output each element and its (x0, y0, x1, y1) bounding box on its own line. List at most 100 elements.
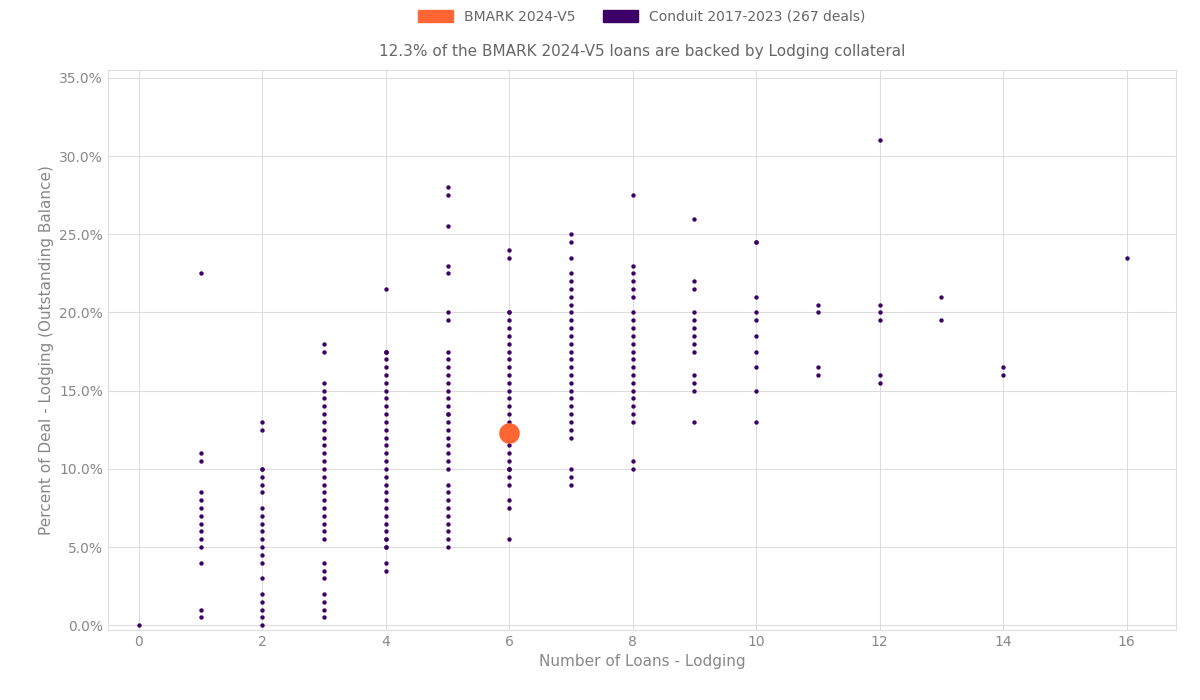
Point (685, 213, 704, 224)
Point (623, 330, 642, 342)
Point (253, 518, 272, 529)
Point (499, 495, 518, 506)
Point (191, 612, 210, 623)
Point (314, 533, 334, 545)
Point (253, 589, 272, 600)
Point (314, 589, 334, 600)
Point (377, 400, 396, 412)
Point (562, 400, 581, 412)
Point (377, 409, 396, 420)
Point (438, 377, 457, 388)
Point (499, 377, 518, 388)
Point (377, 354, 396, 365)
Point (562, 276, 581, 287)
Point (623, 385, 642, 396)
Point (253, 604, 272, 615)
Point (377, 533, 396, 545)
Point (377, 377, 396, 388)
Point (314, 471, 334, 482)
Point (746, 237, 766, 248)
Point (253, 620, 272, 631)
Point (314, 346, 334, 357)
Point (191, 533, 210, 545)
Point (314, 463, 334, 475)
Point (499, 307, 518, 318)
Point (314, 565, 334, 576)
Point (623, 276, 642, 287)
Point (438, 182, 457, 193)
Point (253, 486, 272, 498)
Title: 12.3% of the BMARK 2024-V5 loans are backed by Lodging collateral: 12.3% of the BMARK 2024-V5 loans are bac… (379, 44, 905, 59)
Point (438, 400, 457, 412)
Point (562, 393, 581, 404)
Point (1117, 252, 1136, 263)
Point (191, 526, 210, 537)
Point (623, 463, 642, 475)
Point (499, 370, 518, 381)
Point (499, 463, 518, 475)
Point (746, 291, 766, 302)
Point (623, 354, 642, 365)
Point (253, 612, 272, 623)
Point (623, 370, 642, 381)
Point (438, 370, 457, 381)
Point (438, 486, 457, 498)
Point (438, 362, 457, 373)
Point (191, 557, 210, 568)
Point (685, 377, 704, 388)
Point (746, 330, 766, 342)
Point (253, 463, 272, 475)
Point (499, 354, 518, 365)
Point (377, 456, 396, 467)
Point (870, 299, 889, 310)
Point (438, 354, 457, 365)
Point (438, 542, 457, 553)
Point (562, 377, 581, 388)
Point (623, 400, 642, 412)
Point (562, 268, 581, 279)
Point (314, 573, 334, 584)
Point (499, 362, 518, 373)
Point (253, 471, 272, 482)
Point (377, 510, 396, 522)
Point (562, 416, 581, 428)
Point (685, 315, 704, 326)
Point (377, 518, 396, 529)
Point (253, 479, 272, 490)
Point (685, 338, 704, 349)
Point (499, 432, 518, 443)
Point (377, 385, 396, 396)
Point (746, 237, 766, 248)
Point (562, 479, 581, 490)
Point (377, 471, 396, 482)
Point (499, 463, 518, 475)
Point (746, 385, 766, 396)
X-axis label: Number of Loans - Lodging: Number of Loans - Lodging (539, 654, 745, 669)
Point (809, 370, 828, 381)
Point (314, 479, 334, 490)
Point (191, 268, 210, 279)
Point (314, 385, 334, 396)
Point (314, 338, 334, 349)
Point (685, 323, 704, 334)
Point (377, 346, 396, 357)
Point (623, 409, 642, 420)
Point (438, 526, 457, 537)
Point (314, 604, 334, 615)
Point (870, 315, 889, 326)
Point (253, 573, 272, 584)
Point (191, 495, 210, 506)
Point (746, 346, 766, 357)
Point (994, 370, 1013, 381)
Point (499, 416, 518, 428)
Point (438, 268, 457, 279)
Point (809, 307, 828, 318)
Point (438, 190, 457, 201)
Point (499, 385, 518, 396)
Point (438, 346, 457, 357)
Point (499, 533, 518, 545)
Point (623, 346, 642, 357)
Point (314, 495, 334, 506)
Point (562, 338, 581, 349)
Point (623, 291, 642, 302)
